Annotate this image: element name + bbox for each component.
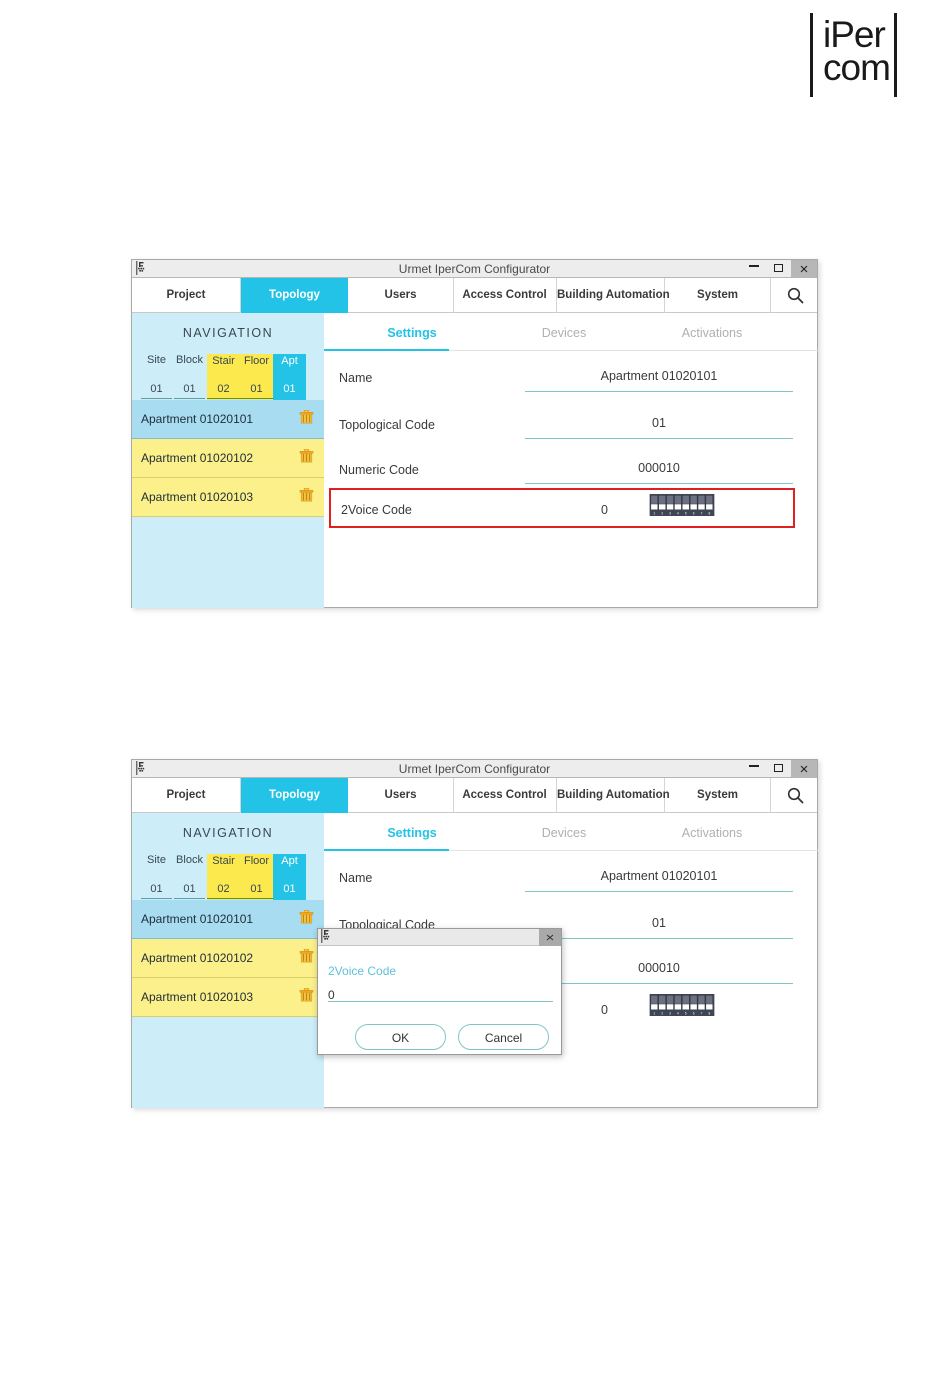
svg-text:7: 7 <box>701 512 703 516</box>
svg-text:4: 4 <box>677 1012 679 1016</box>
svg-text:2: 2 <box>661 1012 663 1016</box>
svg-text:8: 8 <box>708 512 710 516</box>
svg-text:3: 3 <box>669 512 671 516</box>
svg-text:6: 6 <box>693 1012 695 1016</box>
svg-text:1: 1 <box>653 1012 655 1016</box>
svg-text:5: 5 <box>685 512 687 516</box>
svg-text:3: 3 <box>669 1012 671 1016</box>
svg-text:6: 6 <box>693 512 695 516</box>
svg-text:1: 1 <box>653 512 655 516</box>
svg-text:2: 2 <box>661 512 663 516</box>
svg-text:5: 5 <box>685 1012 687 1016</box>
svg-text:4: 4 <box>677 512 679 516</box>
svg-text:8: 8 <box>708 1012 710 1016</box>
svg-text:7: 7 <box>701 1012 703 1016</box>
